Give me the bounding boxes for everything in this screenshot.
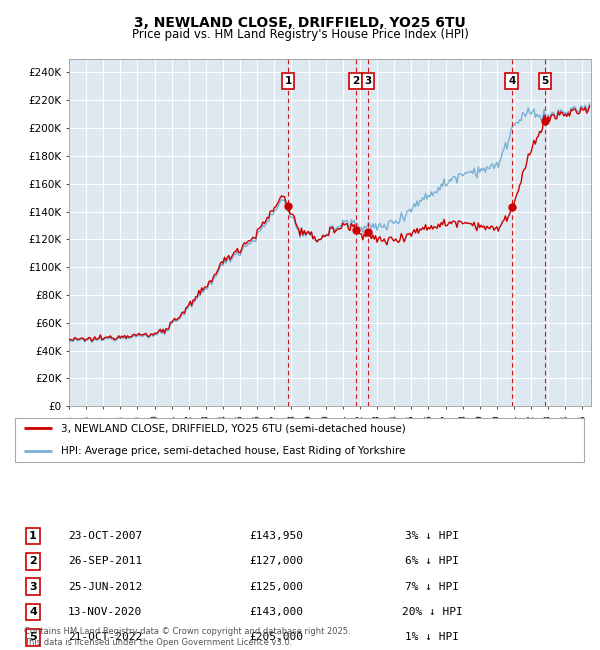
Text: 25-JUN-2012: 25-JUN-2012 [68,582,142,592]
Text: 3% ↓ HPI: 3% ↓ HPI [405,531,459,541]
Text: 2: 2 [352,76,359,86]
Text: 1: 1 [29,531,37,541]
Text: 13-NOV-2020: 13-NOV-2020 [68,607,142,617]
Text: £205,000: £205,000 [249,632,303,642]
Text: 2: 2 [29,556,37,566]
Text: 1% ↓ HPI: 1% ↓ HPI [405,632,459,642]
Text: 3, NEWLAND CLOSE, DRIFFIELD, YO25 6TU (semi-detached house): 3, NEWLAND CLOSE, DRIFFIELD, YO25 6TU (s… [61,423,406,433]
Text: 5: 5 [29,632,37,642]
Text: £127,000: £127,000 [249,556,303,566]
Text: 1: 1 [284,76,292,86]
Text: 3: 3 [365,76,372,86]
Text: 3: 3 [29,582,37,592]
FancyBboxPatch shape [15,419,584,462]
Text: 4: 4 [29,607,37,617]
Text: 7% ↓ HPI: 7% ↓ HPI [405,582,459,592]
Text: 5: 5 [541,76,548,86]
Text: 26-SEP-2011: 26-SEP-2011 [68,556,142,566]
Text: 3, NEWLAND CLOSE, DRIFFIELD, YO25 6TU: 3, NEWLAND CLOSE, DRIFFIELD, YO25 6TU [134,16,466,31]
Text: 6% ↓ HPI: 6% ↓ HPI [405,556,459,566]
Text: £125,000: £125,000 [249,582,303,592]
Text: 21-OCT-2022: 21-OCT-2022 [68,632,142,642]
Text: 23-OCT-2007: 23-OCT-2007 [68,531,142,541]
Text: Contains HM Land Registry data © Crown copyright and database right 2025.
This d: Contains HM Land Registry data © Crown c… [24,627,350,647]
Text: Price paid vs. HM Land Registry's House Price Index (HPI): Price paid vs. HM Land Registry's House … [131,28,469,41]
Text: 20% ↓ HPI: 20% ↓ HPI [401,607,463,617]
Text: £143,000: £143,000 [249,607,303,617]
Text: 4: 4 [508,76,515,86]
Text: HPI: Average price, semi-detached house, East Riding of Yorkshire: HPI: Average price, semi-detached house,… [61,446,406,456]
Text: £143,950: £143,950 [249,531,303,541]
